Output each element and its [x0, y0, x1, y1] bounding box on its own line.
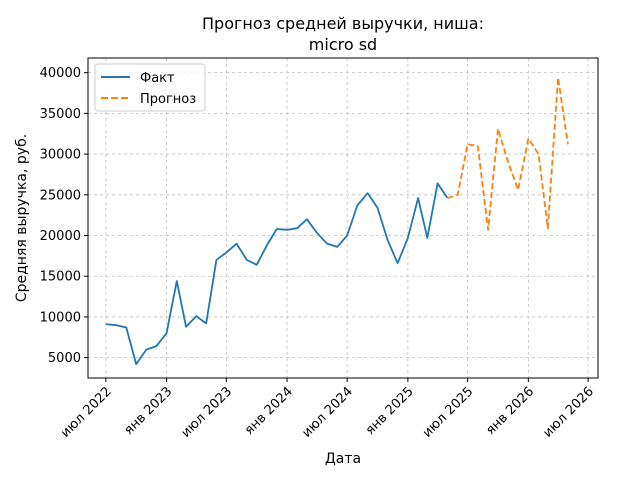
- x-axis-label: Дата: [325, 451, 361, 467]
- y-tick-label: 15000: [40, 270, 81, 285]
- legend-label-forecast: Прогноз: [140, 92, 196, 107]
- series-line-forecast: [447, 76, 569, 231]
- chart-title-line-1: Прогноз средней выручки, ниша:: [202, 14, 484, 33]
- y-tick-label: 10000: [40, 310, 81, 325]
- plot-frame: [87, 57, 599, 379]
- y-tick-label: 25000: [40, 188, 81, 203]
- series-lines: [105, 76, 569, 366]
- legend-label-fact: Факт: [140, 71, 175, 86]
- legend-box: [94, 63, 206, 112]
- chart-title-line-2: micro sd: [309, 35, 377, 54]
- y-axis-label: Средняя выручка, руб.: [14, 134, 30, 302]
- axes: [84, 57, 599, 382]
- y-tick-label: 40000: [40, 66, 81, 81]
- y-tick-label: 20000: [40, 229, 81, 244]
- series-line-fact: [105, 182, 449, 366]
- y-tick-label: 35000: [40, 107, 81, 122]
- y-tick-label: 30000: [40, 148, 81, 163]
- legend: Факт Прогноз: [94, 63, 206, 112]
- y-tick-label: 5000: [48, 351, 81, 366]
